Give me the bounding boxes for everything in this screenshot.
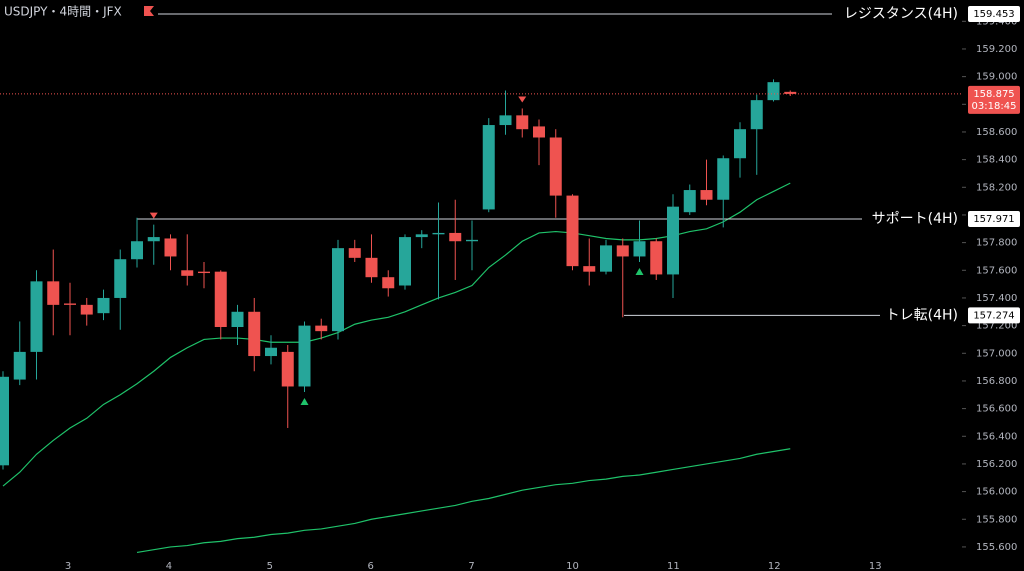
candle-body xyxy=(64,303,76,305)
x-tick-label: 7 xyxy=(468,561,474,571)
candle-body xyxy=(47,281,60,305)
level-price-box xyxy=(968,307,1020,324)
candle-body xyxy=(198,271,210,274)
level-label: サポート(4H) xyxy=(872,211,958,227)
x-tick-label: 5 xyxy=(267,561,273,571)
flag-icon xyxy=(144,6,154,16)
y-tick-label: 158.600 xyxy=(976,127,1017,138)
candle-body xyxy=(348,248,361,258)
candle-body xyxy=(80,304,93,315)
candle-body xyxy=(147,237,160,242)
candle-body xyxy=(449,232,462,242)
candle-body xyxy=(700,190,713,200)
y-tick-label: 157.600 xyxy=(976,265,1017,276)
x-tick-label: 10 xyxy=(566,561,579,571)
candle-body xyxy=(549,137,562,196)
y-tick-label: 156.200 xyxy=(976,459,1017,470)
signal-down xyxy=(149,212,158,219)
x-tick-label: 6 xyxy=(368,561,374,571)
candle-body xyxy=(164,238,177,257)
level-label: レジスタンス(4H) xyxy=(844,6,958,22)
candle-body xyxy=(600,245,612,272)
y-tick-label: 158.200 xyxy=(976,182,1017,193)
candle-body xyxy=(683,190,696,213)
candle-body xyxy=(248,311,261,357)
candle-body xyxy=(499,115,512,126)
candle-body xyxy=(298,325,311,387)
candle-body xyxy=(432,232,445,235)
candle-body xyxy=(231,311,244,327)
level-price: 157.274 xyxy=(973,310,1014,321)
candle-body xyxy=(30,281,43,352)
candle-body xyxy=(566,195,579,267)
level-price: 157.971 xyxy=(973,214,1014,225)
candle-body xyxy=(650,241,663,275)
candle-body xyxy=(114,259,127,298)
y-tick-label: 157.000 xyxy=(976,348,1017,359)
candle-body xyxy=(516,115,529,130)
x-tick-label: 3 xyxy=(65,561,71,571)
price-label: 158.875 xyxy=(973,89,1014,100)
candle-body xyxy=(365,257,378,278)
countdown: 03:18:45 xyxy=(972,101,1017,112)
y-tick-label: 158.400 xyxy=(976,155,1017,166)
candle-body xyxy=(784,91,797,94)
candle-body xyxy=(767,82,780,101)
candle-body xyxy=(583,266,596,272)
candle-body xyxy=(131,241,143,260)
y-tick-label: 157.800 xyxy=(976,238,1017,249)
y-tick-label: 155.800 xyxy=(976,514,1017,525)
signal-up xyxy=(300,398,309,406)
candle-body xyxy=(0,376,9,466)
y-tick-label: 157.400 xyxy=(976,293,1017,304)
candle-body xyxy=(616,245,629,257)
level-price-box xyxy=(968,210,1020,227)
y-tick-label: 156.400 xyxy=(976,431,1017,442)
signal-down xyxy=(518,96,527,103)
price-box xyxy=(968,85,1020,114)
candle-body xyxy=(315,325,328,332)
candle-body xyxy=(466,239,478,242)
level-label: トレ転(4H) xyxy=(886,307,958,323)
candle-body xyxy=(415,234,428,238)
candle-body xyxy=(281,351,294,387)
y-tick-label: 156.000 xyxy=(976,487,1017,498)
signal-up xyxy=(635,267,644,275)
candle-body xyxy=(181,270,194,276)
x-tick-label: 4 xyxy=(166,561,172,571)
candle-body xyxy=(667,206,679,275)
y-tick-label: 155.600 xyxy=(976,542,1017,553)
candle-body xyxy=(214,271,227,327)
x-tick-label: 13 xyxy=(869,561,882,571)
level-price-box xyxy=(968,5,1020,22)
candle-body xyxy=(533,126,545,138)
candle-body xyxy=(332,248,344,332)
x-tick-label: 11 xyxy=(667,561,680,571)
y-tick-label: 156.600 xyxy=(976,404,1017,415)
y-tick-label: 159.200 xyxy=(976,44,1017,55)
candle-body xyxy=(399,237,411,286)
chart-title: USDJPY・4時間・JFX xyxy=(4,5,122,19)
y-tick-label: 157.200 xyxy=(976,321,1017,332)
y-tick-label: 156.800 xyxy=(976,376,1017,387)
candle-body xyxy=(265,347,277,357)
y-tick-label: 159.000 xyxy=(976,72,1017,83)
candle-body xyxy=(482,125,495,210)
x-tick-label: 12 xyxy=(768,561,781,571)
candle-body xyxy=(382,277,395,289)
moving-average xyxy=(2,182,791,487)
level-price: 159.453 xyxy=(973,9,1014,20)
candle-body xyxy=(750,100,763,130)
candle-body xyxy=(97,297,110,314)
moving-average xyxy=(136,448,791,554)
candle-body xyxy=(13,351,26,380)
candle-body xyxy=(734,129,746,159)
candle-body xyxy=(633,241,646,257)
candle-body xyxy=(717,158,730,200)
